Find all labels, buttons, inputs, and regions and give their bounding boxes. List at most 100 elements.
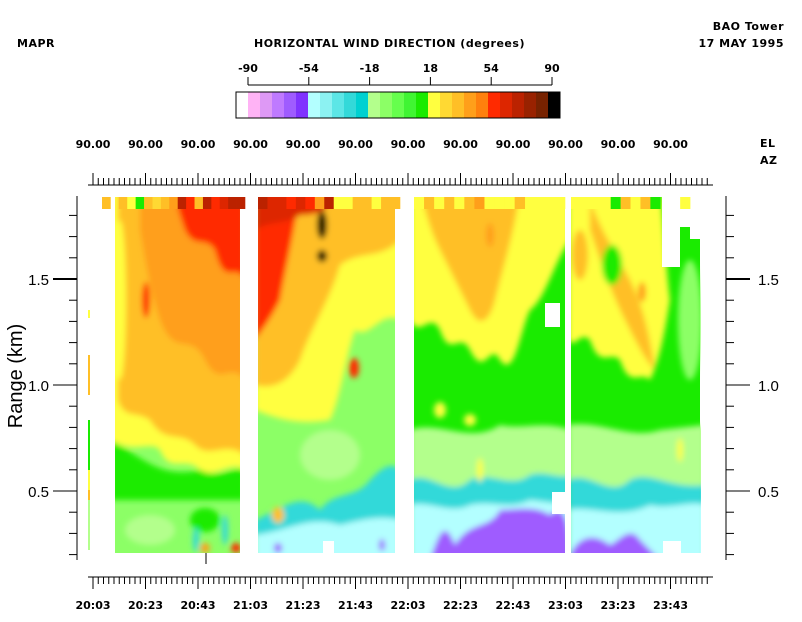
- strip-cell: [610, 197, 621, 209]
- strip-cell: [118, 197, 128, 209]
- field-blob: [142, 282, 150, 318]
- strip-cell: [474, 197, 485, 209]
- scan-panel-1: [115, 197, 240, 553]
- top-strip-3: [414, 197, 566, 209]
- colorbar-tick-label: -18: [360, 62, 380, 75]
- el-tick-label: 90.00: [338, 138, 373, 151]
- field-blob: [590, 200, 655, 370]
- y-tick-label-right: 1.5: [758, 272, 779, 289]
- strip-cell: [219, 197, 229, 209]
- strip-cell: [424, 197, 435, 209]
- time-tick-label: 22:23: [443, 599, 478, 612]
- strip-cell: [680, 197, 691, 209]
- time-tick-label: 21:03: [233, 599, 268, 612]
- time-tick-label: 20:43: [180, 599, 215, 612]
- strip-cell: [135, 197, 145, 209]
- strip-cell: [194, 197, 204, 209]
- strip-cell: [267, 197, 278, 209]
- colorbar-swatch: [344, 92, 357, 118]
- field-blob: [300, 430, 360, 480]
- strip-cell: [620, 197, 631, 209]
- strip-segment: [88, 310, 90, 318]
- no-data-gap: [545, 303, 560, 327]
- colorbar-swatch: [404, 92, 417, 118]
- strip-cell: [324, 197, 335, 209]
- strip-cell: [454, 197, 465, 209]
- colorbar-swatch: [440, 92, 453, 118]
- strip-cell: [202, 197, 212, 209]
- el-tick-label: 90.00: [653, 138, 688, 151]
- scan-panel-2: [258, 197, 395, 553]
- top-strip-1: [102, 197, 246, 209]
- data-field: [88, 197, 702, 553]
- colorbar-tick-label: 18: [423, 62, 438, 75]
- field-blob: [231, 543, 240, 553]
- scan-panel-3: [414, 197, 565, 553]
- strip-cell: [177, 197, 187, 209]
- colorbar-swatch: [260, 92, 273, 118]
- colorbar-swatch: [308, 92, 321, 118]
- elevation-labels: 90.00 90.00 90.00 90.00 90.00 90.00 90.00 90.00…: [76, 138, 689, 151]
- no-data-gap: [323, 541, 334, 553]
- instrument-label: MAPR: [17, 37, 55, 50]
- el-axis-label: EL: [760, 137, 776, 150]
- y-tick-labels: 0.5 0.5 1.0 1.0 1.5 1.5: [28, 272, 779, 501]
- el-tick-label: 90.00: [443, 138, 478, 151]
- colorbar-swatch: [356, 92, 369, 118]
- colorbar-swatch: [236, 92, 249, 118]
- strip-cell: [305, 197, 316, 209]
- field-blobs: [115, 197, 240, 553]
- y-tick-label-left: 1.0: [28, 378, 49, 395]
- colorbar-tick-label: 54: [484, 62, 500, 75]
- colorbar-swatch: [380, 92, 393, 118]
- strip-cell: [494, 197, 505, 209]
- colorbar-swatch: [536, 92, 549, 118]
- colorbar-swatch: [284, 92, 297, 118]
- strip-cell: [362, 197, 372, 209]
- strip-cell: [211, 197, 221, 209]
- field-blob: [115, 442, 240, 500]
- field-blob: [602, 245, 622, 285]
- strip-cell: [554, 197, 566, 209]
- field-blob: [571, 503, 701, 553]
- y-axis-title: Range (km): [5, 324, 27, 428]
- time-tick-label: 21:23: [285, 599, 320, 612]
- strip-cell: [514, 197, 526, 209]
- strip-cell: [630, 197, 641, 209]
- strip-cell: [414, 197, 425, 209]
- field-blob: [572, 230, 588, 280]
- field-blob: [258, 197, 300, 336]
- strip-cell: [314, 197, 325, 209]
- time-labels: 20:03 20:23 20:43 21:03 21:23 21:43 22:03 22:23…: [75, 599, 688, 612]
- field-blob: [175, 197, 240, 274]
- strip-cell: [640, 197, 651, 209]
- colorbar-swatch: [332, 92, 345, 118]
- strip-cell: [228, 197, 237, 209]
- el-tick-label: 90.00: [391, 138, 426, 151]
- strip-cell: [236, 197, 246, 209]
- colorbar-swatch: [416, 92, 429, 118]
- strip-cell: [169, 197, 179, 209]
- strip-cell: [160, 197, 170, 209]
- strip-cell: [580, 197, 592, 209]
- field-blobs: [571, 197, 701, 553]
- time-tick-label: 20:03: [75, 599, 110, 612]
- field-blob: [421, 197, 520, 321]
- field-blob: [349, 358, 359, 378]
- field-blob: [258, 517, 395, 553]
- colorbar-swatch: [392, 92, 405, 118]
- field-blob: [638, 282, 646, 302]
- strip-cell: [371, 197, 382, 209]
- field-blob: [115, 220, 126, 380]
- colorbar-swatch: [500, 92, 513, 118]
- az-axis-label: AZ: [760, 154, 778, 167]
- strip-cell: [390, 197, 401, 209]
- strip-cell: [295, 197, 306, 209]
- colorbar-swatch: [524, 92, 537, 118]
- time-tick-label: 23:03: [548, 599, 583, 612]
- date-label: 17 MAY 1995: [699, 37, 784, 50]
- el-tick-label: 90.00: [181, 138, 216, 151]
- field-blob: [200, 543, 210, 553]
- colorbar-swatch: [272, 92, 285, 118]
- strip-cell: [590, 197, 602, 209]
